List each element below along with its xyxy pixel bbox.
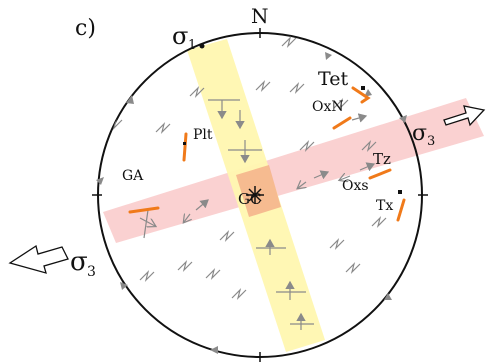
site-points — [183, 86, 402, 194]
gc-star — [246, 186, 264, 204]
site-label-ga: GA — [122, 168, 144, 184]
sigma1-marker — [199, 43, 205, 49]
kinematic-arrows — [107, 36, 387, 330]
site-label-oxs: Oxs — [342, 178, 369, 194]
sigma3-right-subscript: 3 — [427, 134, 435, 149]
panel-label: c) — [75, 16, 96, 41]
sigma1-subscript: 1 — [188, 38, 196, 53]
site-label-tz: Tz — [373, 150, 391, 168]
site-label-gc: GC — [238, 190, 261, 208]
north-label: N — [251, 4, 269, 28]
site-label-plt: Plt — [193, 127, 213, 143]
site-markers — [128, 86, 406, 222]
site-label-tx: Tx — [376, 198, 393, 214]
sigma3-left-subscript: 3 — [87, 264, 96, 280]
sigma3-left-symbol: σ — [70, 247, 88, 277]
sigma3-left-arrow — [8, 244, 69, 274]
cardinal-ticks — [92, 28, 428, 362]
sigma3-right-symbol: σ — [412, 121, 427, 146]
sigma1-symbol: σ — [172, 22, 188, 50]
site-label-tet: Tet — [318, 68, 348, 90]
extension-band — [103, 98, 484, 243]
site-label-oxn: OxN — [312, 99, 344, 115]
sigma3-right-arrow — [443, 105, 486, 127]
